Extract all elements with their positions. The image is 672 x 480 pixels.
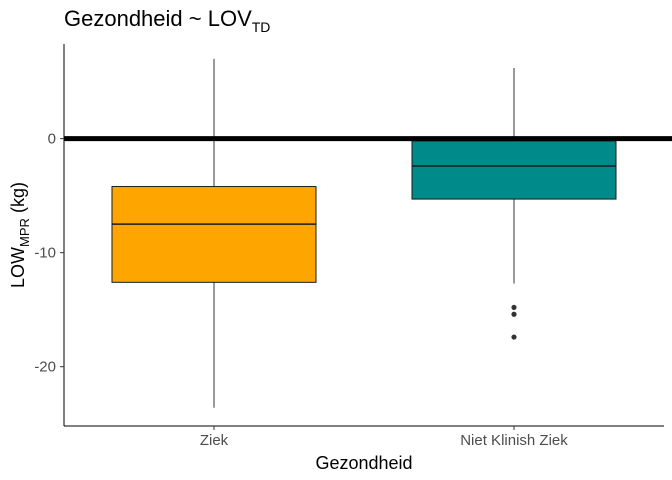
- y-axis-ticks: 0 -10 -20: [34, 131, 64, 376]
- y-tick-label: -20: [34, 359, 56, 376]
- x-axis-title: Gezondheid: [315, 453, 412, 473]
- outlier-point: [511, 334, 517, 340]
- chart-title: Gezondheid ~ LOVTD: [64, 6, 270, 35]
- x-axis-ticks: Ziek Niet Klinish Ziek: [200, 426, 568, 449]
- box-group-0: [111, 58, 317, 408]
- x-tick-label: Niet Klinish Ziek: [460, 432, 568, 449]
- box-iqr: [111, 186, 317, 283]
- x-tick-label: Ziek: [200, 432, 229, 449]
- y-tick-label: 0: [48, 131, 56, 148]
- outlier-point: [511, 304, 517, 311]
- outlier-point: [511, 311, 517, 317]
- y-axis-title: LOWMPR (kg): [8, 182, 32, 288]
- y-tick-label: -10: [34, 245, 56, 262]
- box-group-1: [411, 67, 617, 340]
- box-iqr: [411, 140, 617, 200]
- plot-area: [64, 58, 672, 408]
